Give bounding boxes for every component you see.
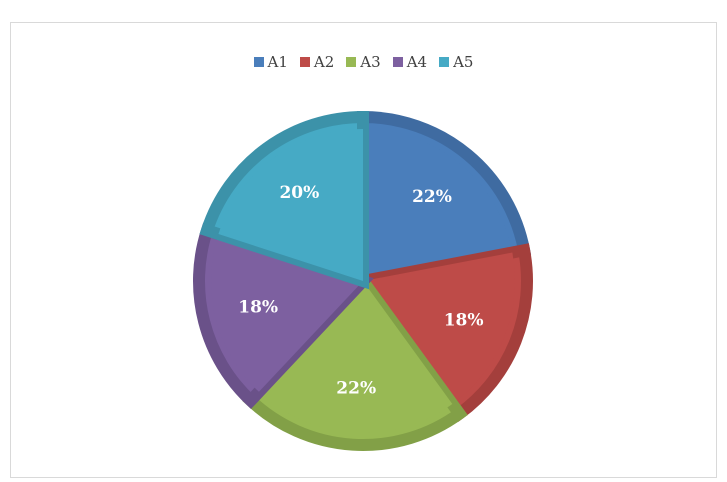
legend-entry-a5: A5 xyxy=(439,53,473,71)
legend-swatch xyxy=(346,57,357,67)
legend-entry-a1: A1 xyxy=(253,53,288,71)
legend-label: A5 xyxy=(453,53,474,71)
legend-label: A1 xyxy=(267,53,288,71)
data-label-a2: 18% xyxy=(444,310,484,330)
pie-slice-face xyxy=(363,252,515,404)
legend-entry-a4: A4 xyxy=(392,53,428,71)
legend-swatch xyxy=(253,57,264,67)
pie-chart: 22% 18% 22% 18% 20% xyxy=(193,110,533,451)
pie-slice-face xyxy=(363,129,513,281)
data-label-a5: 20% xyxy=(279,183,319,203)
chart-area: A1 A2 A3 A4 A5 22% 18% 22% 18% 20% xyxy=(10,22,717,478)
data-label-a3: 22% xyxy=(336,379,376,399)
data-label-a1: 22% xyxy=(412,187,452,207)
legend-entry-a2: A2 xyxy=(299,53,335,71)
legend-label: A4 xyxy=(406,53,428,71)
pie-slice-face xyxy=(218,129,363,281)
legend-entry-a3: A3 xyxy=(346,53,381,71)
legend-swatch xyxy=(392,57,403,67)
legend-label: A3 xyxy=(360,53,381,71)
legend-swatch xyxy=(299,57,310,67)
data-label-a4: 18% xyxy=(238,297,278,317)
legend-swatch xyxy=(439,57,450,67)
legend-label: A2 xyxy=(313,53,335,71)
legend: A1 A2 A3 A4 A5 xyxy=(11,53,716,71)
pie-slice-face xyxy=(258,281,453,433)
